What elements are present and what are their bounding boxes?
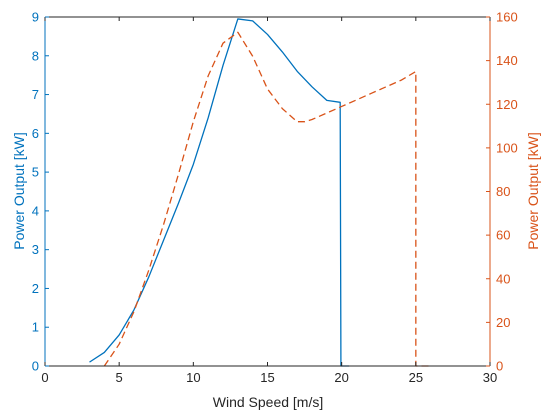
x-tick-label: 25	[409, 370, 423, 385]
plot-background	[45, 17, 490, 366]
plot-area	[45, 17, 490, 366]
y-left-tick-label: 8	[32, 48, 39, 63]
y-left-tick-label: 4	[32, 203, 39, 218]
x-axis-title: Wind Speed [m/s]	[213, 394, 324, 410]
x-tick-label: 5	[116, 370, 123, 385]
y-right-tick-label: 100	[496, 140, 518, 155]
y-right-tick-label: 0	[496, 359, 503, 374]
series-line-left-axis	[89, 18, 350, 367]
y-left-tick-label: 9	[32, 10, 39, 25]
y-left-tick-label: 7	[32, 87, 39, 102]
y-left-tick-label: 0	[32, 359, 39, 374]
y-right-tick-label: 60	[496, 228, 510, 243]
x-tick-label: 15	[260, 370, 274, 385]
series-line-right-axis	[103, 31, 431, 367]
x-tick-label: 10	[186, 370, 200, 385]
y-right-tick-label: 40	[496, 271, 510, 286]
y-left-tick-label: 3	[32, 242, 39, 257]
y-right-tick-label: 140	[496, 53, 518, 68]
axes-layer: 0 5 10 15 20 25 300123456789020406080100120140…	[32, 10, 518, 386]
y-right-tick-label: 160	[496, 10, 518, 25]
series-layer	[89, 18, 431, 367]
y-axis-right-title: Power Output [kW]	[525, 132, 541, 249]
y-right-tick-label: 20	[496, 315, 510, 330]
y-right-tick-label: 80	[496, 184, 510, 199]
y-left-tick-label: 2	[32, 281, 39, 296]
x-tick-label: 0	[41, 370, 48, 385]
y-left-tick-label: 1	[32, 320, 39, 335]
y-axis-left-title: Power Output [kW]	[11, 132, 27, 249]
y-right-tick-label: 120	[496, 97, 518, 112]
y-left-tick-label: 6	[32, 126, 39, 141]
x-tick-label: 30	[483, 370, 497, 385]
x-tick-label: 20	[334, 370, 348, 385]
y-left-tick-label: 5	[32, 165, 39, 180]
